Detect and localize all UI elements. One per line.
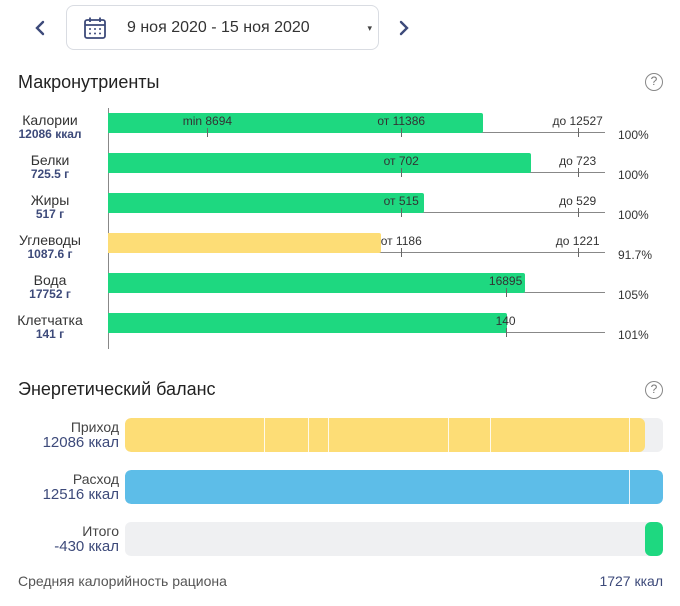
macro-value: 517 г	[35, 207, 65, 221]
macro-tick	[505, 288, 507, 297]
energy-name: Итого	[82, 523, 119, 539]
macros-title: Макронутриенты	[18, 72, 160, 92]
macro-row: от 515 до 529 100%	[108, 188, 649, 228]
macro-label: Вода 17752 г	[0, 273, 100, 301]
energy-segment-divider	[447, 418, 449, 452]
date-range-picker[interactable]: 9 ноя 2020 - 15 ноя 2020 ▾	[66, 5, 379, 50]
energy-value: -430 ккал	[54, 538, 119, 555]
macro-row: min 8694 от 11386 до 12527 100%	[108, 108, 649, 148]
energy-label: Расход 12516 ккал	[0, 472, 119, 503]
chevron-right-icon	[399, 20, 409, 36]
energy-bar	[644, 522, 663, 556]
macro-name: Белки	[30, 152, 70, 168]
macro-label: Углеводы 1087.6 г	[0, 233, 100, 261]
macro-percent: 101%	[618, 328, 649, 342]
macro-tick-label: min 8694	[182, 114, 233, 128]
macro-tick-label: 16895	[488, 274, 523, 288]
macro-row: 140 101%	[108, 308, 649, 348]
macro-tick	[207, 128, 209, 137]
macro-percent: 91.7%	[618, 248, 653, 262]
macros-axis	[108, 108, 109, 349]
energy-segment-divider	[629, 470, 631, 504]
energy-segment-divider	[629, 418, 631, 452]
macro-label: Белки 725.5 г	[0, 153, 100, 181]
calendar-icon	[84, 17, 106, 39]
date-range-text: 9 ноя 2020 - 15 ноя 2020	[127, 19, 310, 36]
energy-track	[125, 418, 663, 452]
macro-bar	[108, 313, 507, 333]
macro-value: 141 г	[35, 327, 65, 341]
macro-percent: 100%	[618, 128, 649, 142]
dropdown-icon: ▾	[367, 23, 372, 33]
macro-name: Клетчатка	[17, 312, 83, 328]
macro-name: Углеводы	[18, 232, 81, 248]
energy-segment-divider	[327, 418, 329, 452]
macro-tick	[577, 248, 579, 257]
macro-value: 12086 ккал	[18, 127, 82, 141]
energy-segment-divider	[489, 418, 491, 452]
macro-name: Калории	[22, 112, 78, 128]
macro-tick	[505, 328, 507, 337]
macro-tick-label: до 723	[559, 154, 597, 168]
energy-name: Расход	[72, 471, 119, 487]
avg-calories-value: 1727 ккал	[599, 573, 663, 589]
next-week-button[interactable]	[392, 14, 416, 42]
macro-tick	[577, 208, 579, 217]
energy-help-icon[interactable]: ?	[645, 381, 663, 399]
macro-value: 17752 г	[29, 287, 71, 301]
energy-segment-divider	[307, 418, 309, 452]
macro-tick-label: до 529	[559, 194, 597, 208]
macro-value: 1087.6 г	[27, 247, 73, 261]
macro-tick	[401, 208, 403, 217]
macro-name: Вода	[33, 272, 67, 288]
energy-track	[125, 470, 663, 504]
macro-row: 16895 105%	[108, 268, 649, 308]
macro-bar	[108, 113, 483, 133]
macro-tick	[401, 128, 403, 137]
macro-tick-label: от 1186	[380, 234, 422, 248]
energy-title: Энергетический баланс	[18, 379, 216, 399]
energy-value: 12086 ккал	[42, 434, 119, 451]
macro-label: Жиры 517 г	[0, 193, 100, 221]
macro-percent: 105%	[618, 288, 649, 302]
macro-tick	[577, 128, 579, 137]
energy-name: Приход	[70, 419, 119, 435]
energy-label: Итого -430 ккал	[0, 524, 119, 555]
macro-tick	[577, 168, 579, 177]
macro-percent: 100%	[618, 168, 649, 182]
energy-track	[125, 522, 663, 556]
macro-tick-label: до 12527	[552, 114, 603, 128]
chevron-left-icon	[35, 20, 45, 36]
macro-label: Клетчатка 141 г	[0, 313, 100, 341]
macro-value: 725.5 г	[30, 167, 70, 181]
energy-bar	[125, 470, 663, 504]
macros-help-icon[interactable]: ?	[645, 73, 663, 91]
macro-row: от 702 до 723 100%	[108, 148, 649, 188]
energy-segment-divider	[263, 418, 265, 452]
macro-tick-label: от 11386	[377, 114, 426, 128]
avg-calories-label: Средняя калорийность рациона	[18, 573, 227, 589]
macro-tick-label: 140	[495, 314, 516, 328]
energy-value: 12516 ккал	[42, 486, 119, 503]
macro-bar	[108, 233, 382, 253]
prev-week-button[interactable]	[28, 14, 52, 42]
macro-percent: 100%	[618, 208, 649, 222]
energy-label: Приход 12086 ккал	[0, 420, 119, 451]
macro-tick	[401, 248, 403, 257]
macro-bar	[108, 153, 532, 173]
macro-bar	[108, 273, 526, 293]
energy-bar	[125, 418, 645, 452]
macro-tick-label: от 702	[383, 154, 419, 168]
macro-label: Калории 12086 ккал	[0, 113, 100, 141]
macro-tick-label: до 1221	[555, 234, 600, 248]
macro-tick	[401, 168, 403, 177]
macro-row: от 1186 до 1221 91.7%	[108, 228, 652, 268]
macro-name: Жиры	[30, 192, 70, 208]
macro-bar	[108, 193, 424, 213]
macro-tick-label: от 515	[383, 194, 419, 208]
